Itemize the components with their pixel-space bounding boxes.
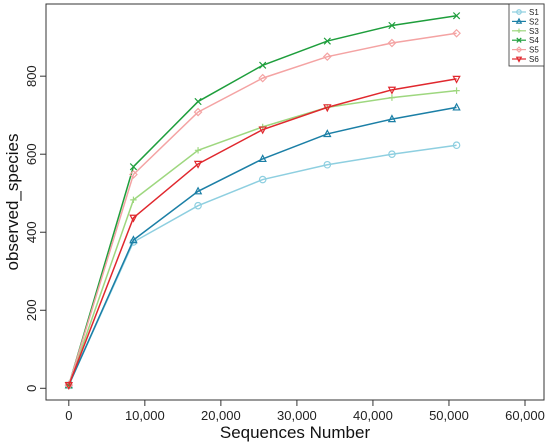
y-tick-label: 400	[24, 221, 39, 243]
data-point-S3	[453, 87, 459, 93]
legend-label: S1	[529, 8, 539, 17]
x-tick-label: 50,000	[429, 408, 469, 423]
series-line-S1	[69, 145, 457, 385]
series-line-S3	[69, 91, 457, 386]
x-tick-label: 0	[65, 408, 72, 423]
legend-label: S3	[529, 27, 539, 36]
data-point-S4	[259, 62, 265, 68]
y-tick-label: 0	[24, 385, 39, 392]
x-tick-label: 30,000	[277, 408, 317, 423]
legend-label: S6	[529, 55, 539, 64]
x-axis-title: Sequences Number	[220, 423, 371, 442]
x-tick-label: 60,000	[505, 408, 545, 423]
y-tick-label: 800	[24, 65, 39, 87]
y-tick-label: 600	[24, 143, 39, 165]
legend-label: S5	[529, 46, 539, 55]
x-tick-label: 20,000	[201, 408, 241, 423]
legend-label: S4	[529, 36, 539, 45]
legend-label: S2	[529, 17, 539, 26]
series-line-S2	[69, 107, 457, 385]
series-S1	[66, 142, 460, 388]
series-S6	[66, 76, 460, 388]
y-tick-label: 200	[24, 299, 39, 321]
series-S5	[65, 30, 460, 389]
data-point-S3	[389, 94, 395, 100]
series-S2	[66, 104, 460, 388]
data-point-S2	[453, 104, 459, 110]
x-tick-label: 40,000	[353, 408, 393, 423]
y-axis-title: observed_species	[3, 133, 22, 270]
series-line-S5	[69, 33, 457, 385]
series-line-S4	[69, 16, 457, 385]
series-layer	[65, 13, 460, 389]
plot-frame	[46, 4, 544, 400]
x-tick-label: 10,000	[125, 408, 165, 423]
data-point-S4	[195, 98, 201, 104]
axis-ticks: 0 10,000 20,000 30,000 40,000 50,000 60,000 0 20…	[24, 65, 545, 423]
